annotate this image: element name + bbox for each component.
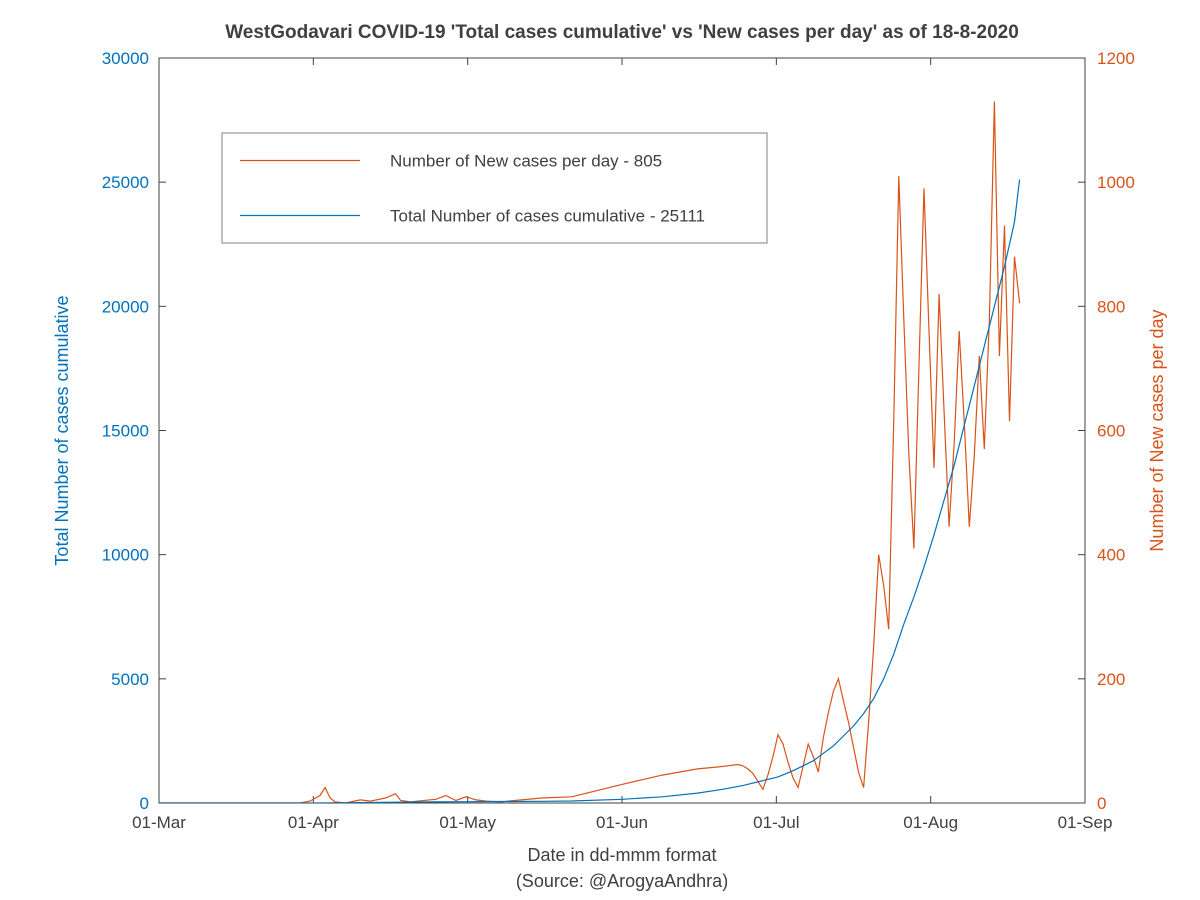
y-left-tick-label: 10000 xyxy=(102,546,149,565)
x-tick-label: 01-Sep xyxy=(1058,813,1113,832)
y-right-tick-label: 400 xyxy=(1097,546,1125,565)
y-left-tick-label: 20000 xyxy=(102,297,149,316)
y-left-tick-label: 15000 xyxy=(102,422,149,441)
y-right-tick-label: 1000 xyxy=(1097,173,1135,192)
chart-container: WestGodavari COVID-19 'Total cases cumul… xyxy=(0,0,1200,900)
series-cumulative xyxy=(159,179,1020,803)
x-tick-label: 01-Apr xyxy=(288,813,339,832)
y-right-tick-label: 200 xyxy=(1097,670,1125,689)
y-left-tick-label: 25000 xyxy=(102,173,149,192)
chart-title: WestGodavari COVID-19 'Total cases cumul… xyxy=(225,22,1019,43)
y-left-tick-label: 0 xyxy=(140,794,149,813)
y-right-tick-label: 600 xyxy=(1097,422,1125,441)
x-tick-label: 01-Aug xyxy=(903,813,958,832)
y-left-tick-label: 5000 xyxy=(111,670,149,689)
y-right-tick-label: 800 xyxy=(1097,297,1125,316)
legend-box xyxy=(222,133,767,243)
x-axis-title-line1: Date in dd-mmm format xyxy=(527,845,716,865)
x-tick-label: 01-Jun xyxy=(596,813,648,832)
y-right-tick-label: 0 xyxy=(1097,794,1106,813)
y-left-tick-label: 30000 xyxy=(102,49,149,68)
x-tick-label: 01-Jul xyxy=(753,813,799,832)
y-left-axis-title: Total Number of cases cumulative xyxy=(52,295,72,565)
x-axis-title-line2: (Source: @ArogyaAndhra) xyxy=(516,871,728,891)
y-right-axis-title: Number of New cases per day xyxy=(1147,309,1167,551)
x-tick-label: 01-May xyxy=(439,813,496,832)
x-tick-label: 01-Mar xyxy=(132,813,186,832)
legend-label: Total Number of cases cumulative - 25111 xyxy=(390,207,705,226)
chart-svg: WestGodavari COVID-19 'Total cases cumul… xyxy=(0,0,1200,900)
y-right-tick-label: 1200 xyxy=(1097,49,1135,68)
legend-label: Number of New cases per day - 805 xyxy=(390,152,662,171)
